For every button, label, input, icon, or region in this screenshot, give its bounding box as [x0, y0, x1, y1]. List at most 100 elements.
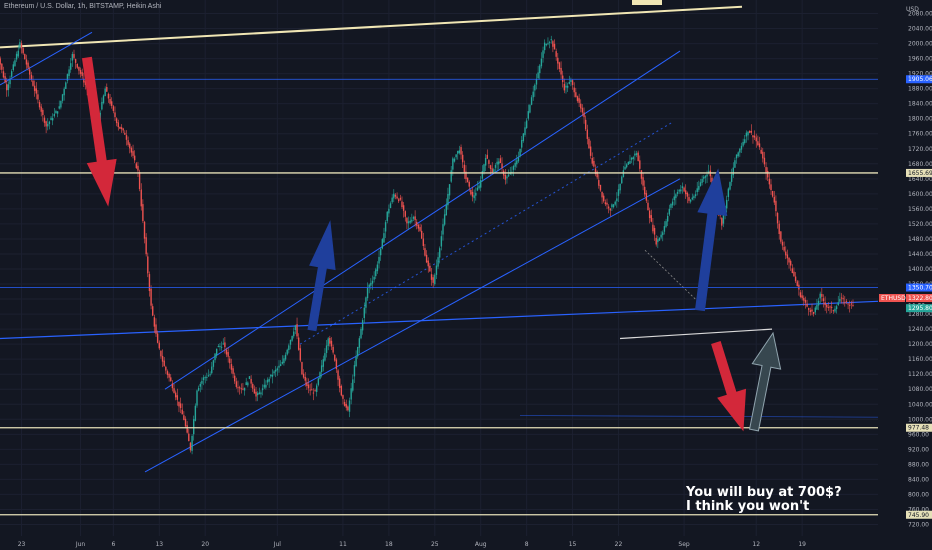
time-axis-bg — [0, 536, 932, 550]
candle-body-165 — [265, 384, 267, 388]
candle-body-122 — [194, 405, 197, 421]
candle-body-245 — [396, 196, 398, 199]
candle-body-514 — [837, 302, 839, 306]
candle-body-472 — [768, 178, 771, 185]
channel-mid — [299, 122, 673, 345]
candle-body-494 — [804, 299, 807, 303]
candle-body-141 — [225, 349, 228, 355]
candle-body-446 — [726, 199, 728, 209]
candle-body-83 — [130, 147, 133, 153]
candle-body-274 — [443, 214, 446, 225]
candle-body-483 — [786, 254, 789, 259]
candle-body-479 — [780, 231, 782, 242]
candle-body-431 — [701, 179, 703, 183]
candle-body-419 — [681, 186, 684, 189]
candle-body-89 — [140, 189, 142, 207]
candle-body-401 — [652, 224, 654, 232]
candle-body-262 — [424, 248, 426, 256]
candle-body-147 — [235, 381, 238, 387]
candle-body-81 — [127, 140, 129, 145]
price-tick-8: 1040.00 — [908, 401, 932, 408]
candle-body-415 — [675, 194, 677, 199]
candle-body-292 — [473, 195, 475, 199]
candle-body-134 — [214, 353, 216, 361]
candle-body-476 — [775, 200, 777, 212]
candle-body-212 — [342, 395, 344, 399]
candle-body-323 — [524, 127, 526, 135]
candle-body-397 — [645, 193, 648, 201]
candle-body-518 — [844, 302, 846, 304]
candle-body-357 — [580, 103, 582, 109]
candle-body-49 — [74, 59, 77, 63]
top-line-tag — [632, 0, 662, 5]
candle-body-96 — [152, 306, 154, 316]
candle-body-328 — [532, 91, 534, 98]
candle-body-271 — [439, 248, 441, 258]
candle-body-52 — [79, 70, 82, 74]
candle-body-72 — [112, 106, 115, 111]
candle-body-48 — [73, 54, 75, 58]
candle-body-286 — [463, 164, 466, 173]
candle-body-53 — [81, 72, 83, 76]
candle-body-522 — [850, 303, 853, 305]
price-axis[interactable]: 720.00 760.00 800.00 840.00 880.00 920.00 960.… — [878, 0, 932, 550]
candle-body-335 — [543, 42, 546, 51]
candle-body-166 — [266, 379, 269, 383]
candle-body-412 — [670, 204, 672, 208]
candle-body-70 — [109, 99, 111, 104]
price-tick-14: 1280.00 — [908, 311, 932, 318]
candle-body-352 — [571, 80, 574, 85]
candle-body-137 — [219, 346, 221, 347]
candle-body-421 — [685, 190, 687, 195]
candle-body-71 — [111, 101, 113, 106]
candle-body-205 — [330, 340, 333, 347]
blue-arrow-right — [694, 168, 728, 312]
candle-body-332 — [539, 65, 541, 74]
candle-body-510 — [830, 306, 833, 308]
candle-body-11 — [12, 64, 15, 70]
candle-body-153 — [245, 382, 247, 386]
price-tick-3: 840.00 — [908, 476, 929, 483]
level-tag-2-text: 1350.70 — [908, 285, 932, 292]
candle-body-386 — [627, 161, 630, 165]
candle-body-17 — [22, 48, 24, 54]
level-tag-4-bg — [906, 510, 932, 519]
candle-body-65 — [101, 101, 103, 110]
candle-body-289 — [468, 181, 470, 187]
candle-body-284 — [460, 147, 462, 155]
price-tick-10: 1120.00 — [908, 371, 932, 378]
candle-body-488 — [794, 276, 797, 282]
candle-body-455 — [740, 145, 743, 150]
candle-body-114 — [181, 409, 183, 415]
candle-body-449 — [730, 174, 733, 182]
candle-body-80 — [125, 135, 128, 140]
candle-body-74 — [115, 118, 118, 124]
candle-body-297 — [481, 171, 484, 179]
candle-body-288 — [466, 177, 469, 183]
candle-body-338 — [548, 42, 551, 44]
candle-body-30 — [43, 117, 46, 123]
candle-body-313 — [507, 174, 510, 177]
price-tick-2: 800.00 — [908, 491, 929, 498]
candle-body-101 — [160, 350, 162, 357]
candle-body-520 — [847, 303, 849, 305]
candle-body-353 — [573, 87, 575, 93]
candle-body-217 — [350, 388, 352, 400]
candle-body-417 — [678, 189, 680, 192]
candle-body-309 — [501, 163, 503, 169]
time-tick-1: Jun — [75, 541, 86, 548]
candle-body-301 — [488, 160, 490, 164]
candle-body-380 — [617, 189, 620, 196]
candle-body-285 — [461, 154, 464, 163]
time-tick-3: 13 — [155, 541, 163, 548]
candle-body-183 — [294, 325, 297, 331]
candle-body-467 — [760, 149, 762, 154]
candle-body-85 — [133, 155, 136, 161]
candle-body-42 — [63, 88, 65, 96]
candle-body-273 — [442, 224, 444, 235]
candle-body-20 — [27, 62, 29, 68]
candle-body-405 — [658, 237, 661, 241]
time-axis[interactable]: 23 Jun 6 13 20 Jul 11 18 25 Aug 8 15 22 Sep 12 19 — [0, 536, 932, 550]
candle-body-363 — [589, 146, 592, 156]
